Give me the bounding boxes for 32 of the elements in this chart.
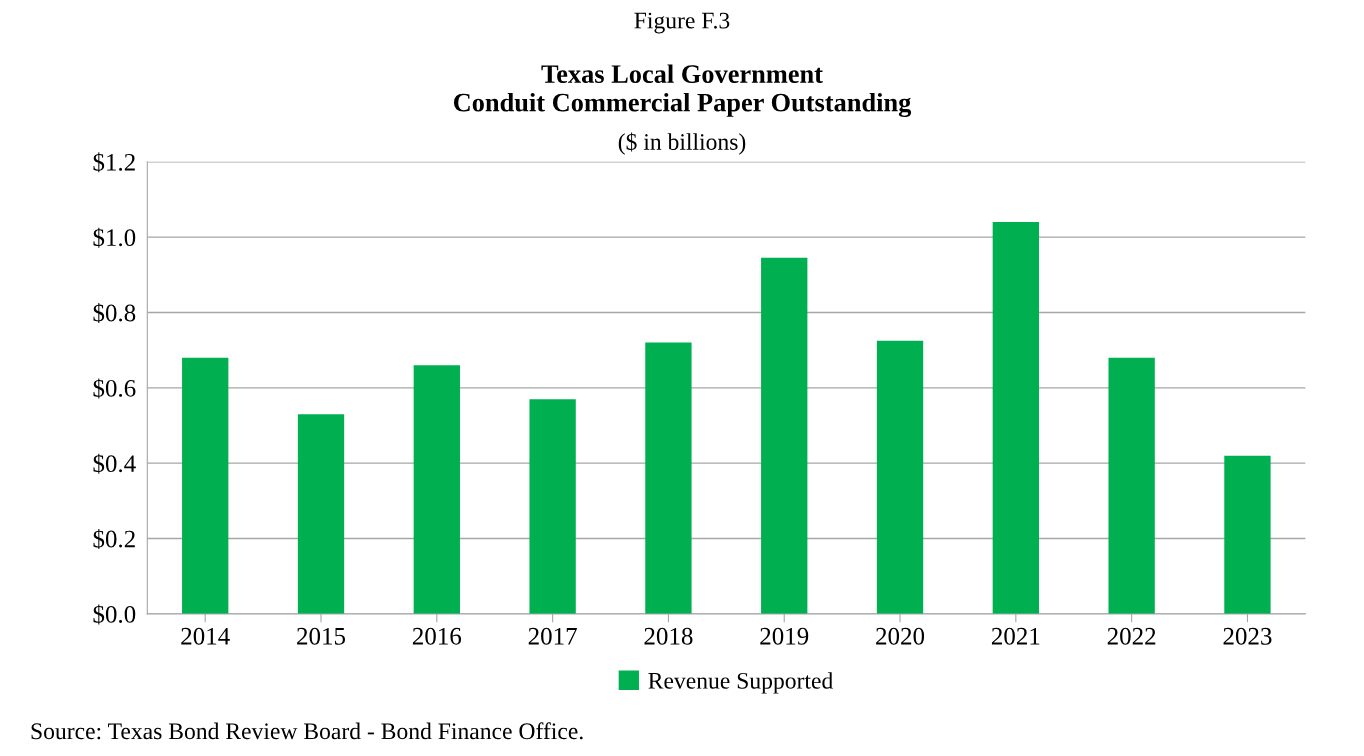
bar: [529, 399, 576, 614]
bar: [1108, 357, 1155, 614]
y-tick-label: $1.2: [93, 152, 135, 173]
y-tick-label: $0.2: [93, 529, 135, 550]
bar: [1224, 455, 1271, 614]
bar: [182, 357, 229, 614]
text: Figure F.3: [634, 12, 730, 34]
bar: [413, 365, 460, 614]
y-tick-label: $0.8: [93, 303, 136, 324]
x-tick-label: 2022: [1107, 627, 1156, 645]
x-tick-label: 2021: [991, 627, 1040, 645]
legend-label: Revenue Supported: [648, 672, 833, 694]
x-tick-label: 2018: [644, 627, 693, 645]
x-tick-label: 2016: [412, 627, 462, 645]
y-tick-label: $0.4: [93, 453, 136, 474]
x-tick-label: 2017: [528, 627, 577, 645]
bar: [761, 257, 808, 614]
bar: [876, 340, 924, 614]
x-tick-label: 2015: [297, 627, 346, 645]
y-tick-label: $0.0: [93, 604, 136, 625]
x-tick-label: 2014: [181, 627, 230, 645]
chart-subtitle: ($ in billions): [618, 132, 746, 155]
x-tick-label: 2023: [1223, 627, 1272, 645]
y-tick-label: $1.0: [93, 227, 136, 248]
y-tick-label: $0.6: [93, 378, 136, 399]
bar: [992, 222, 1039, 614]
x-tick-label: 2019: [760, 627, 809, 645]
source-note: Source: Texas Bond Review Board - Bond Finance Office.: [31, 722, 583, 740]
bar: [645, 342, 692, 614]
x-tick-label: 2020: [876, 627, 925, 645]
bar: [297, 414, 345, 614]
chart-title: Texas Local Government Conduit Commercial Paper Outstanding: [453, 64, 912, 118]
